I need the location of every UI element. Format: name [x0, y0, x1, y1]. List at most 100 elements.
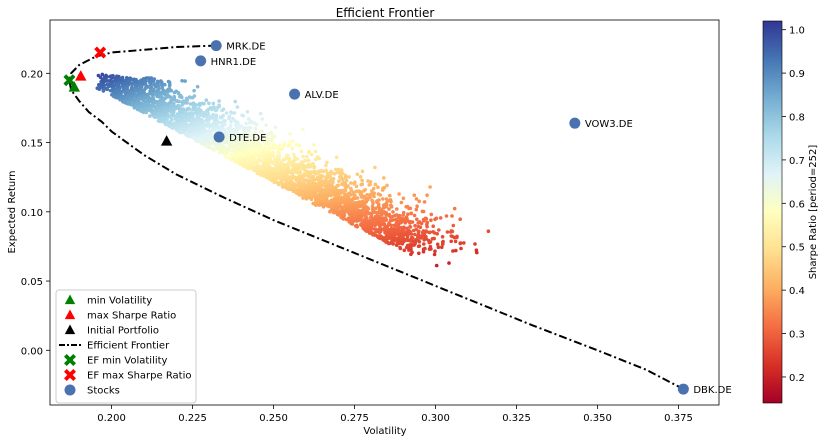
portfolio-point	[254, 146, 259, 150]
portfolio-point	[304, 187, 308, 191]
colorbar-tick-label: 1.0	[789, 26, 805, 37]
portfolio-point	[133, 94, 137, 98]
portfolio-point	[416, 244, 421, 249]
portfolio-point	[413, 232, 417, 237]
portfolio-point	[451, 223, 456, 228]
portfolio-point	[362, 222, 366, 226]
portfolio-point	[116, 89, 121, 94]
portfolio-point	[349, 220, 354, 224]
portfolio-point	[390, 214, 395, 219]
portfolio-point	[336, 167, 341, 172]
portfolio-point	[301, 173, 306, 178]
portfolio-point	[362, 210, 367, 215]
portfolio-point	[275, 180, 280, 185]
portfolio-point	[215, 122, 219, 126]
portfolio-point	[207, 123, 211, 128]
portfolio-point	[354, 189, 359, 194]
portfolio-point	[256, 168, 260, 172]
portfolio-point	[308, 190, 312, 195]
colorbar-tick-label: 0.6	[789, 199, 805, 210]
portfolio-point	[148, 106, 152, 110]
portfolio-point	[326, 189, 330, 193]
portfolio-point	[207, 135, 212, 140]
portfolio-point	[159, 79, 163, 83]
portfolio-point	[242, 157, 247, 162]
portfolio-point	[154, 82, 159, 87]
portfolio-point	[444, 214, 449, 218]
portfolio-point	[143, 92, 148, 97]
portfolio-point	[191, 116, 195, 121]
portfolio-point	[355, 215, 360, 219]
colorbar-tick-label: 0.9	[789, 69, 805, 80]
portfolio-point	[156, 113, 161, 117]
portfolio-point	[269, 146, 273, 151]
portfolio-point	[193, 107, 198, 112]
legend-label: Efficient Frontier	[87, 341, 170, 352]
portfolio-point	[349, 181, 353, 185]
portfolio-point	[382, 223, 386, 227]
portfolio-point	[422, 200, 427, 204]
portfolio-point	[105, 78, 110, 83]
portfolio-point	[320, 203, 324, 207]
portfolio-point	[421, 217, 426, 222]
portfolio-point	[138, 104, 142, 109]
portfolio-point	[451, 249, 455, 253]
portfolio-point	[246, 117, 251, 121]
x-tick-label: 0.200	[97, 413, 126, 424]
portfolio-point	[401, 232, 406, 237]
portfolio-point	[222, 128, 227, 132]
portfolio-point	[265, 162, 270, 166]
portfolio-point	[373, 233, 377, 237]
portfolio-point	[350, 216, 355, 220]
portfolio-point	[251, 156, 255, 160]
portfolio-point	[337, 179, 341, 183]
portfolio-point	[211, 112, 215, 117]
portfolio-point	[435, 242, 440, 247]
portfolio-point	[191, 107, 195, 112]
portfolio-point	[253, 165, 257, 170]
stock-point	[195, 55, 207, 67]
portfolio-point	[207, 118, 211, 122]
portfolio-point	[223, 140, 228, 145]
legend-symbol	[64, 384, 76, 396]
portfolio-point	[303, 168, 307, 173]
portfolio-point	[167, 101, 171, 106]
portfolio-point	[406, 212, 410, 216]
portfolio-point	[387, 207, 391, 211]
portfolio-point	[244, 121, 248, 126]
triangle-marker	[68, 81, 80, 92]
y-axis-label: Expected Return	[7, 170, 18, 253]
portfolio-point	[295, 183, 300, 188]
portfolio-point	[162, 117, 167, 121]
portfolio-point	[149, 88, 153, 93]
portfolio-point	[334, 167, 338, 172]
portfolio-point	[245, 110, 250, 114]
portfolio-point	[154, 100, 158, 104]
portfolio-point	[354, 184, 359, 189]
portfolio-point	[307, 181, 311, 185]
portfolio-point	[415, 217, 419, 222]
portfolio-point	[233, 134, 237, 138]
portfolio-point	[230, 152, 234, 157]
portfolio-point	[167, 80, 172, 85]
portfolio-point	[317, 203, 321, 207]
portfolio-point	[194, 130, 198, 134]
portfolio-point	[423, 229, 428, 234]
portfolio-point	[291, 163, 295, 167]
portfolio-point	[313, 177, 317, 182]
portfolio-point	[347, 205, 352, 210]
portfolio-point	[160, 107, 165, 112]
portfolio-point	[157, 108, 162, 113]
portfolio-point	[121, 87, 126, 91]
portfolio-point	[382, 210, 386, 214]
portfolio-point	[136, 92, 141, 96]
portfolio-point	[339, 199, 343, 203]
portfolio-point	[435, 232, 440, 236]
portfolio-point	[222, 118, 227, 123]
portfolio-point	[304, 165, 309, 169]
portfolio-point	[329, 179, 334, 184]
portfolio-point	[287, 159, 292, 163]
x-tick-label: 0.250	[259, 413, 288, 424]
portfolio-point	[196, 110, 200, 115]
portfolio-point	[258, 148, 263, 152]
